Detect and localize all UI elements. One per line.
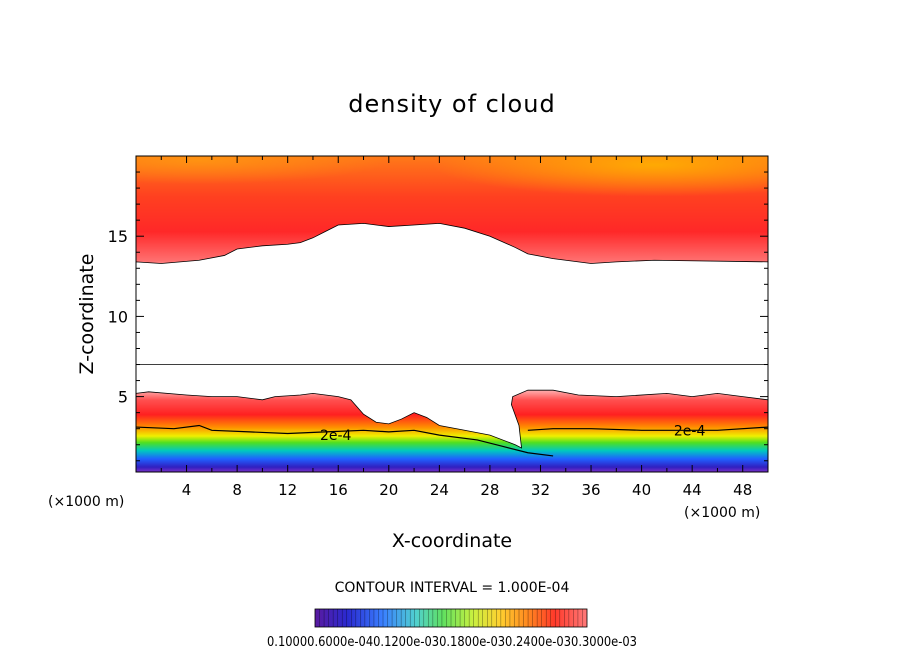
upper-cloud-glow-left bbox=[136, 156, 768, 236]
x-axis-label: X-coordinate bbox=[392, 530, 512, 552]
colorbar-frame bbox=[314, 608, 588, 628]
contour-line-2e-4-left bbox=[136, 424, 554, 457]
x-axis-ticks: 4 8 12 16 20 24 28 32 36 40 44 48 bbox=[160, 156, 752, 499]
contour-label: 2e-4 bbox=[674, 423, 706, 439]
x-tick-label: 44 bbox=[683, 481, 702, 499]
upper-cloud-base-contour bbox=[136, 222, 768, 365]
contour-label: 2e-4 bbox=[320, 428, 352, 444]
y-axis-ticks: 5 10 15 bbox=[108, 171, 768, 462]
y-tick-label: 5 bbox=[118, 388, 128, 407]
x-tick-label: 32 bbox=[531, 481, 550, 499]
contour-line-2e-4-right bbox=[527, 426, 768, 431]
contour-interval-text: CONTOUR INTERVAL = 1.000E-04 bbox=[335, 580, 570, 596]
x-tick-label: 8 bbox=[232, 481, 242, 499]
x-tick-label: 36 bbox=[581, 481, 600, 499]
x-tick-label: 28 bbox=[480, 481, 499, 499]
plot-frame bbox=[135, 155, 769, 473]
y-axis-label: Z-coordinate bbox=[76, 254, 98, 375]
colorbar bbox=[314, 608, 588, 628]
x-unit-right: (×1000 m) bbox=[684, 505, 760, 521]
x-tick-label: 4 bbox=[182, 481, 192, 499]
x-unit-left: (×1000 m) bbox=[48, 494, 124, 510]
x-tick-label: 24 bbox=[430, 481, 449, 499]
chart-title: density of cloud bbox=[348, 90, 555, 118]
x-tick-label: 40 bbox=[632, 481, 651, 499]
lower-cloud-layer bbox=[136, 389, 768, 472]
y-tick-label: 10 bbox=[108, 307, 128, 326]
contour-labels: 2e-4 2e-4 bbox=[320, 423, 705, 444]
colorbar-tick-lines bbox=[319, 609, 583, 627]
x-tick-label: 12 bbox=[278, 481, 297, 499]
x-tick-label: 16 bbox=[329, 481, 348, 499]
y-tick-label: 15 bbox=[108, 227, 128, 246]
x-tick-label: 20 bbox=[379, 481, 398, 499]
x-tick-label: 48 bbox=[733, 481, 752, 499]
colorbar-labels: 0.10000.6000e-040.1200e-030.1800e-030.24… bbox=[267, 635, 637, 650]
contour-plot-area bbox=[136, 156, 768, 472]
